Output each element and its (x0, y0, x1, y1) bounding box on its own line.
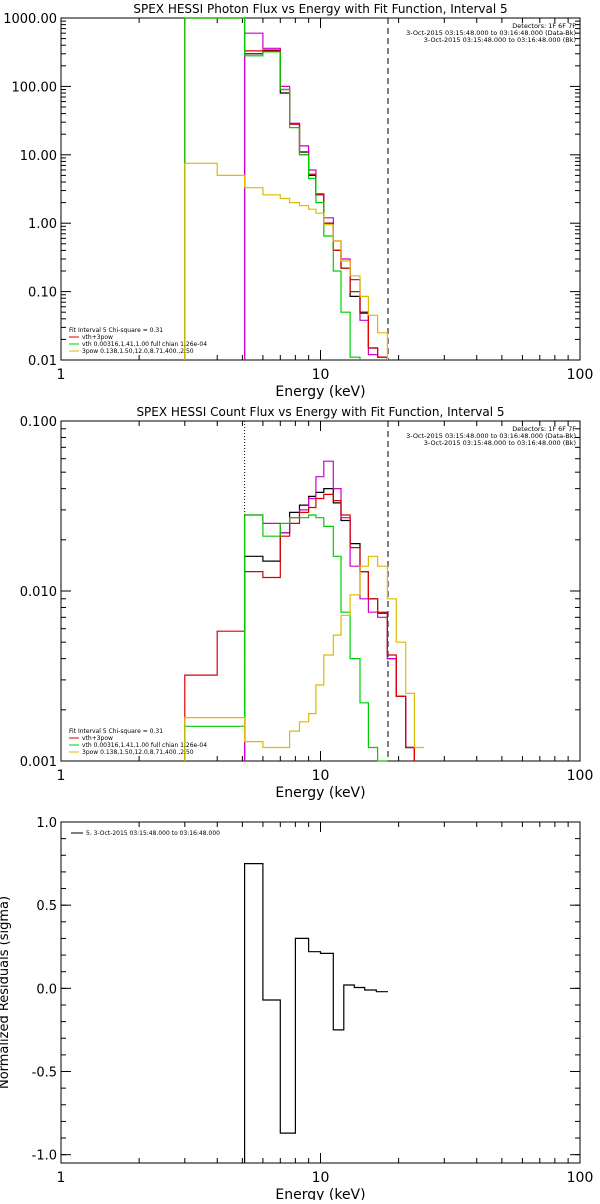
panel-1-y-tick-label: 0.01 (28, 354, 57, 369)
panel-2-y-tick-label: 0.001 (20, 755, 57, 770)
panel-1-header-line: 3-Oct-2015 03:15:48.000 to 03:16:48.000 … (406, 29, 576, 37)
panel-3-x-tick-label: 100 (567, 1170, 594, 1186)
panel-3-x-tick-label: 10 (312, 1170, 330, 1186)
panel-2-y-tick-label: 0.100 (20, 415, 57, 430)
panel-1-legend-entry: 3pow 0.138,1.50,12.0,8.71,400.,2.50 (82, 348, 194, 355)
panel-2-series-1 (244, 488, 415, 761)
panel-2-x-axis-label: Energy (keV) (275, 785, 365, 801)
panel-2-header-line: 3-Oct-2015 03:15:48.000 to 03:16:48.000 … (406, 432, 576, 440)
panel-2-x-tick-label: 100 (567, 768, 594, 784)
panel-2-legend-entry: 3pow 0.138,1.50,12.0,8.71,400.,2.50 (82, 749, 194, 756)
panel-3-series-1 (244, 863, 388, 1163)
panel-1-legend-entry: vth 0.00316,1.41,1.00 full chian 1.26e-0… (82, 341, 207, 348)
panel-2-header-line: 3-Oct-2015 03:15:48.000 to 03:16:48.000 … (424, 439, 576, 447)
panel-1-legend-entry: vth+3pow (82, 334, 113, 341)
panel-2-series-4 (184, 514, 388, 762)
panel-2-series-2 (244, 460, 415, 761)
panel-1-legend-entry: Fit Interval 5 Chi-square = 0.31 (69, 327, 163, 334)
panel-2-title: SPEX HESSI Count Flux vs Energy with Fit… (136, 405, 504, 419)
panel-1-y-tick-label: 10.00 (20, 149, 57, 164)
panel-1-y-tick-label: 100.00 (12, 80, 58, 95)
panel-1-header-line: 3-Oct-2015 03:15:48.000 to 03:16:48.000 … (424, 36, 576, 44)
panel-1-x-tick-label: 100 (567, 367, 594, 383)
panel-3-y-tick-label: -1.0 (32, 1149, 57, 1164)
panel-1-x-tick-label: 1 (57, 367, 66, 383)
panel-2-x-tick-label: 1 (57, 768, 66, 784)
panel-2-x-tick-label: 10 (312, 768, 330, 784)
panel-2-y-tick-label: 0.010 (20, 585, 57, 600)
panel-3-y-tick-label: 0.5 (36, 899, 57, 914)
panel-1-series-3 (184, 17, 388, 360)
panel-3-x-tick-label: 1 (57, 1170, 66, 1186)
panel-3-y-tick-label: 0.0 (36, 982, 57, 997)
panel-1-series-5 (184, 162, 388, 360)
panel-3-plot-frame (60, 821, 581, 1164)
panel-3-x-axis-label: Energy (keV) (275, 1187, 365, 1200)
panel-1-y-tick-label: 1.00 (28, 217, 57, 232)
panel-2-header-line: Detectors: 1F 6F 7F (512, 425, 576, 433)
panel-2-legend-entry: vth+3pow (82, 735, 113, 742)
panel-2-legend-entry: vth 0.00316,1.41,1.00 full chian 1.26e-0… (82, 742, 207, 749)
panel-1-header-line: Detectors: 1F 6F 7F (512, 22, 576, 30)
panel-1-series-4 (184, 17, 361, 360)
panel-2-series-3 (184, 493, 415, 761)
panel-1-plot-frame (60, 17, 581, 361)
panel-1-x-tick-label: 10 (312, 367, 330, 383)
panel-2-legend-entry: Fit Interval 5 Chi-square = 0.31 (69, 728, 163, 735)
panel-3-legend-entry: 5. 3-Oct-2015 03:15:48.000 to 03:16:48.0… (86, 830, 220, 837)
panel-2-plot-frame (60, 420, 581, 762)
panel-1-title: SPEX HESSI Photon Flux vs Energy with Fi… (133, 2, 507, 16)
panel-2-series-5 (184, 555, 424, 761)
panel-3-y-axis-label: Normalized Residuals (sigma) (0, 896, 12, 1089)
panel-1-y-tick-label: 0.10 (28, 286, 57, 301)
panel-1-y-tick-label: 1000.00 (3, 12, 57, 27)
panel-1-x-axis-label: Energy (keV) (275, 384, 365, 400)
panel-3-y-tick-label: 1.0 (36, 816, 57, 831)
panel-3-y-tick-label: -0.5 (32, 1066, 57, 1081)
